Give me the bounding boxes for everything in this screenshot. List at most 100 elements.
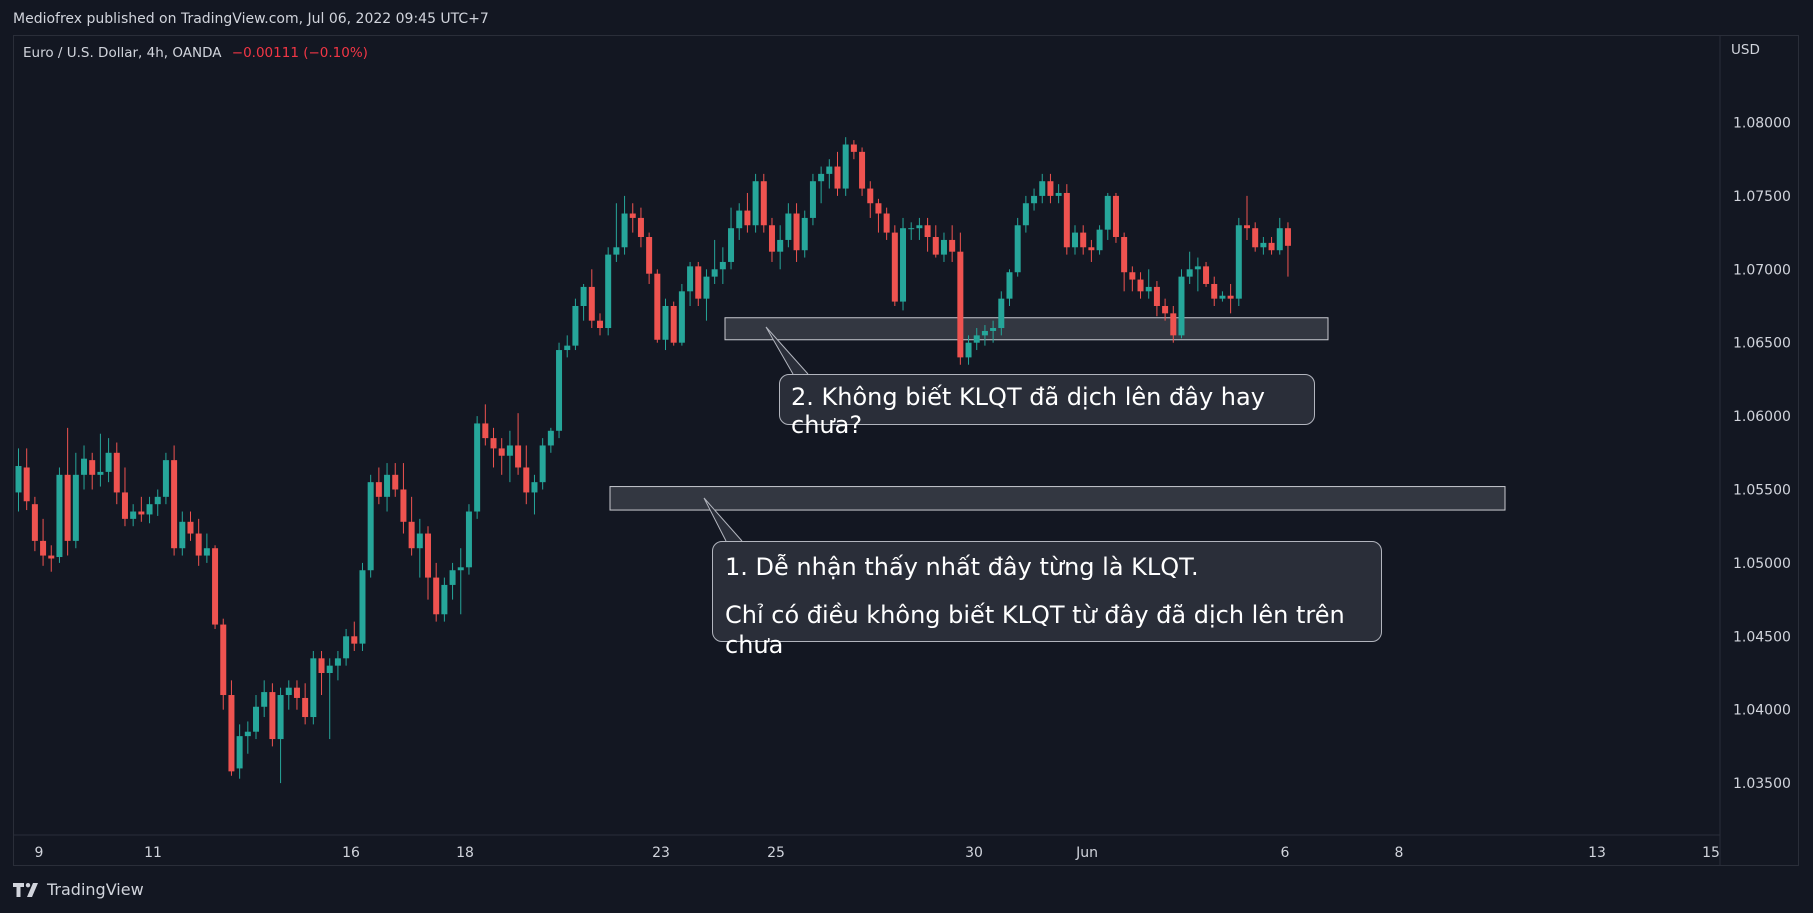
candle[interactable] — [539, 438, 546, 490]
candle[interactable] — [1153, 281, 1160, 317]
candle[interactable] — [302, 683, 309, 725]
candle[interactable] — [1244, 195, 1250, 240]
candle[interactable] — [1022, 195, 1029, 233]
candle[interactable] — [441, 577, 448, 622]
candle[interactable] — [220, 618, 227, 710]
callout-note-1[interactable]: 1. Dễ nhận thấy nhất đây từng là KLQT. C… — [712, 541, 1382, 659]
candle[interactable] — [285, 680, 292, 710]
candle[interactable] — [474, 416, 481, 519]
candle[interactable] — [1104, 192, 1111, 240]
candle[interactable] — [1186, 251, 1193, 284]
candle[interactable] — [1268, 237, 1275, 255]
candle[interactable] — [253, 695, 260, 740]
tradingview-logo-icon[interactable] — [13, 882, 41, 897]
candle[interactable] — [187, 511, 194, 541]
candle[interactable] — [1014, 217, 1021, 277]
candle[interactable] — [351, 621, 358, 651]
candle[interactable] — [613, 203, 620, 262]
candle[interactable] — [130, 504, 137, 527]
candle[interactable] — [818, 166, 825, 204]
candle[interactable] — [981, 325, 988, 346]
candle[interactable] — [334, 650, 341, 681]
candle[interactable] — [105, 438, 112, 483]
candle[interactable] — [343, 628, 350, 666]
candle[interactable] — [711, 239, 718, 284]
candle[interactable] — [64, 427, 71, 556]
candle[interactable] — [793, 203, 800, 262]
candle[interactable] — [940, 232, 947, 262]
candle[interactable] — [1203, 261, 1210, 287]
candle[interactable] — [801, 210, 808, 258]
candle[interactable] — [637, 207, 644, 248]
candle[interactable] — [1235, 217, 1242, 306]
candle[interactable] — [416, 518, 423, 578]
candle[interactable] — [1260, 237, 1267, 255]
candle[interactable] — [1178, 269, 1185, 339]
candle[interactable] — [670, 301, 677, 346]
candle[interactable] — [973, 328, 980, 351]
candle[interactable] — [1072, 225, 1079, 255]
candle[interactable] — [1219, 291, 1226, 302]
candle[interactable] — [883, 207, 890, 240]
candle[interactable] — [965, 335, 972, 365]
candle[interactable] — [81, 445, 88, 490]
candle[interactable] — [900, 217, 907, 311]
candle[interactable] — [678, 283, 685, 346]
candle[interactable] — [867, 181, 874, 218]
candle[interactable] — [1047, 173, 1054, 204]
candle[interactable] — [998, 291, 1005, 336]
candle[interactable] — [15, 448, 22, 512]
candle[interactable] — [195, 518, 202, 566]
candle[interactable] — [490, 427, 497, 468]
candle[interactable] — [785, 203, 792, 248]
candle[interactable] — [23, 448, 30, 511]
candle[interactable] — [465, 504, 472, 575]
candle[interactable] — [1063, 184, 1070, 255]
candle[interactable] — [531, 474, 538, 515]
candle[interactable] — [375, 467, 382, 505]
candle[interactable] — [40, 518, 47, 566]
candle[interactable] — [1227, 283, 1234, 314]
candle[interactable] — [1088, 239, 1095, 262]
candle[interactable] — [425, 526, 431, 600]
candle[interactable] — [908, 222, 915, 240]
candle[interactable] — [621, 195, 628, 255]
candle[interactable] — [392, 463, 399, 497]
candle[interactable] — [1055, 184, 1062, 204]
candle[interactable] — [1194, 257, 1201, 292]
candle[interactable] — [212, 545, 219, 629]
candle[interactable] — [556, 342, 563, 439]
candle[interactable] — [367, 474, 374, 578]
candle[interactable] — [1145, 269, 1152, 299]
candle[interactable] — [236, 724, 243, 779]
candle[interactable] — [891, 225, 898, 306]
candle[interactable] — [154, 489, 161, 516]
candle[interactable] — [408, 496, 415, 556]
candle[interactable] — [1284, 222, 1291, 277]
candle[interactable] — [875, 198, 882, 233]
candle[interactable] — [588, 269, 595, 329]
candle[interactable] — [48, 545, 55, 572]
candle[interactable] — [171, 445, 178, 556]
candle[interactable] — [1252, 222, 1259, 252]
brand-name[interactable]: TradingView — [47, 880, 144, 899]
candle[interactable] — [932, 225, 939, 258]
candle[interactable] — [498, 438, 505, 475]
currency-label[interactable]: USD — [1731, 42, 1760, 58]
candle[interactable] — [1276, 217, 1283, 255]
candle[interactable] — [1112, 192, 1119, 243]
candle[interactable] — [506, 430, 513, 483]
candle[interactable] — [580, 283, 587, 321]
candle[interactable] — [924, 217, 931, 252]
candle[interactable] — [687, 261, 694, 306]
candle[interactable] — [572, 298, 579, 351]
chart-pane[interactable] — [13, 35, 1799, 866]
candle[interactable] — [1039, 173, 1046, 204]
candle[interactable] — [179, 511, 186, 556]
candle[interactable] — [1080, 225, 1087, 255]
candle[interactable] — [768, 217, 775, 262]
candle[interactable] — [719, 247, 726, 284]
candle[interactable] — [744, 192, 751, 233]
candle[interactable] — [1096, 225, 1103, 255]
